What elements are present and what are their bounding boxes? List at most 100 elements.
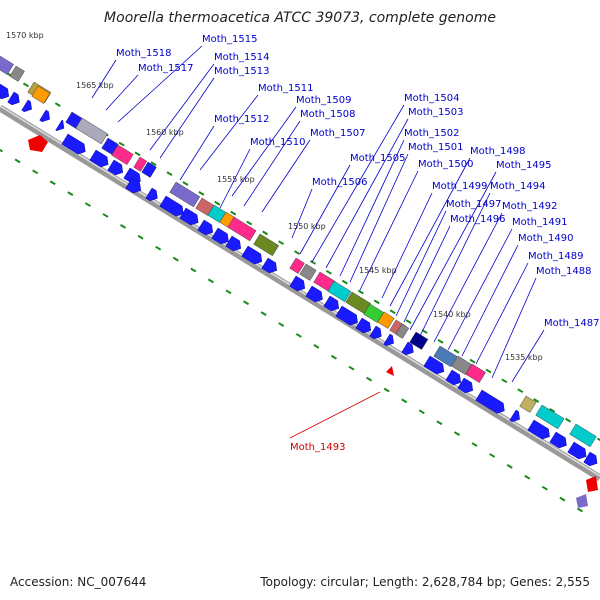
tick-labels: 1570 kbp 1565 kbp 1560 kbp 1555 kbp 1550 kbp… bbox=[6, 31, 543, 362]
tick-label: 1570 kbp bbox=[6, 31, 44, 40]
gene-leader-line bbox=[359, 170, 419, 291]
gene-label[interactable]: Moth_1487 bbox=[544, 318, 599, 329]
tick-dash-inner bbox=[330, 354, 337, 360]
gene-label[interactable]: Moth_1508 bbox=[300, 109, 355, 120]
gene-leader-line bbox=[231, 106, 297, 197]
gene-label[interactable]: Moth_1518 bbox=[116, 48, 171, 59]
gene-label[interactable]: Moth_1495 bbox=[496, 160, 551, 171]
gene-labels: Moth_1518 Moth_1517 Moth_1515 Moth_1514 Moth… bbox=[91, 34, 599, 453]
tick-dash-inner bbox=[471, 442, 478, 447]
tick-dash-inner bbox=[418, 409, 425, 415]
gene-leader-line bbox=[311, 104, 405, 263]
gene-label[interactable]: Moth_1489 bbox=[528, 251, 583, 262]
tick-dash-inner bbox=[506, 464, 513, 469]
gene-leader-line bbox=[447, 228, 513, 351]
tick-dash-outer bbox=[182, 181, 189, 186]
reverse-gene-marker bbox=[586, 476, 598, 492]
feature-box bbox=[576, 494, 588, 508]
gene-arrow bbox=[445, 369, 461, 386]
tick-dash-inner bbox=[366, 376, 373, 382]
feature-box bbox=[465, 363, 486, 383]
tick-dash-inner bbox=[225, 289, 232, 295]
tick-dash-inner bbox=[313, 344, 320, 349]
tick-dash-inner bbox=[0, 148, 4, 153]
tick-dash-inner bbox=[67, 191, 74, 196]
gene-label[interactable]: Moth_1514 bbox=[214, 52, 269, 63]
tick-dash-outer bbox=[405, 319, 412, 324]
gene-leader-line bbox=[511, 329, 545, 383]
gene-arrow bbox=[225, 235, 241, 252]
gene-leader-line bbox=[349, 153, 409, 283]
gene-label[interactable]: Moth_1509 bbox=[296, 95, 351, 106]
gene-label[interactable]: Moth_1513 bbox=[214, 66, 269, 77]
gene-arrow bbox=[39, 109, 50, 123]
gene-arrow bbox=[583, 451, 598, 467]
feature-box bbox=[31, 85, 51, 104]
feature-box bbox=[433, 345, 458, 367]
gene-leader-line bbox=[491, 277, 537, 379]
feature-box bbox=[519, 395, 537, 413]
tick-dash-inner bbox=[243, 300, 250, 306]
reverse-gene-marker bbox=[386, 366, 394, 376]
gene-label[interactable]: Moth_1493 bbox=[290, 442, 345, 453]
gene-leader-line bbox=[219, 148, 251, 209]
gene-label[interactable]: Moth_1504 bbox=[404, 93, 459, 104]
gene-label[interactable]: Moth_1499 bbox=[432, 181, 487, 192]
tick-label: 1565 kbp bbox=[76, 81, 114, 90]
gene-label[interactable]: Moth_1497 bbox=[446, 199, 501, 210]
gene-label[interactable]: Moth_1490 bbox=[518, 233, 573, 244]
gene-label[interactable]: Moth_1488 bbox=[536, 266, 591, 277]
gene-leader-line bbox=[159, 77, 215, 159]
tick-dash-inner bbox=[383, 387, 390, 393]
tick-dash-outer bbox=[485, 368, 492, 374]
tick-dash-inner bbox=[295, 333, 302, 338]
gene-label[interactable]: Moth_1512 bbox=[214, 114, 269, 125]
tick-dash-outer bbox=[309, 260, 316, 265]
gene-arrow bbox=[509, 409, 520, 423]
gene-arrow bbox=[21, 99, 32, 113]
gene-label[interactable]: Moth_1503 bbox=[408, 107, 463, 118]
gene-leader-line bbox=[419, 192, 491, 337]
feature-box bbox=[409, 331, 429, 350]
gene-label[interactable]: Moth_1501 bbox=[408, 142, 463, 153]
feature-box bbox=[0, 55, 14, 75]
gene-label[interactable]: Moth_1496 bbox=[450, 214, 505, 225]
gene-label[interactable]: Moth_1511 bbox=[258, 83, 313, 94]
feature-box bbox=[9, 65, 25, 82]
feature-box bbox=[289, 257, 305, 274]
tick-dash-outer bbox=[166, 171, 173, 177]
tick-dash-outer bbox=[533, 398, 540, 403]
gene-label[interactable]: Moth_1498 bbox=[470, 146, 525, 157]
gene-label[interactable]: Moth_1492 bbox=[502, 201, 557, 212]
tick-dash-outer bbox=[198, 191, 205, 196]
gene-leader-line bbox=[91, 59, 117, 99]
tick-dash-outer bbox=[150, 161, 157, 167]
tick-label: 1540 kbp bbox=[433, 310, 471, 319]
gene-leader-line bbox=[149, 63, 215, 151]
gene-label[interactable]: Moth_1494 bbox=[490, 181, 545, 192]
gene-label[interactable]: Moth_1502 bbox=[404, 128, 459, 139]
tick-dash-inner bbox=[401, 398, 408, 404]
gene-label[interactable]: Moth_1500 bbox=[418, 159, 473, 170]
tick-dash-outer bbox=[389, 309, 396, 315]
gene-arrow bbox=[401, 341, 414, 356]
gene-arrow bbox=[179, 207, 199, 226]
tick-dash-outer bbox=[54, 102, 61, 107]
tick-dash-outer bbox=[549, 408, 556, 413]
gene-label[interactable]: Moth_1507 bbox=[310, 128, 365, 139]
tick-dash-inner bbox=[32, 169, 39, 175]
gene-label[interactable]: Moth_1515 bbox=[202, 34, 257, 45]
gene-label[interactable]: Moth_1505 bbox=[350, 153, 405, 164]
feature-boxes bbox=[0, 55, 597, 448]
gene-label[interactable]: Moth_1491 bbox=[512, 217, 567, 228]
gene-label[interactable]: Moth_1510 bbox=[250, 137, 305, 148]
gene-label[interactable]: Moth_1517 bbox=[138, 63, 193, 74]
gene-arrow bbox=[107, 159, 123, 176]
genome-backbone-highlight bbox=[0, 105, 600, 477]
tick-dash-outer bbox=[517, 388, 524, 394]
feature-box bbox=[169, 181, 201, 208]
gene-arrow bbox=[0, 83, 9, 100]
tick-dash-inner bbox=[453, 431, 460, 436]
tick-dash-outer bbox=[325, 269, 332, 275]
gene-leader-line bbox=[117, 45, 203, 123]
